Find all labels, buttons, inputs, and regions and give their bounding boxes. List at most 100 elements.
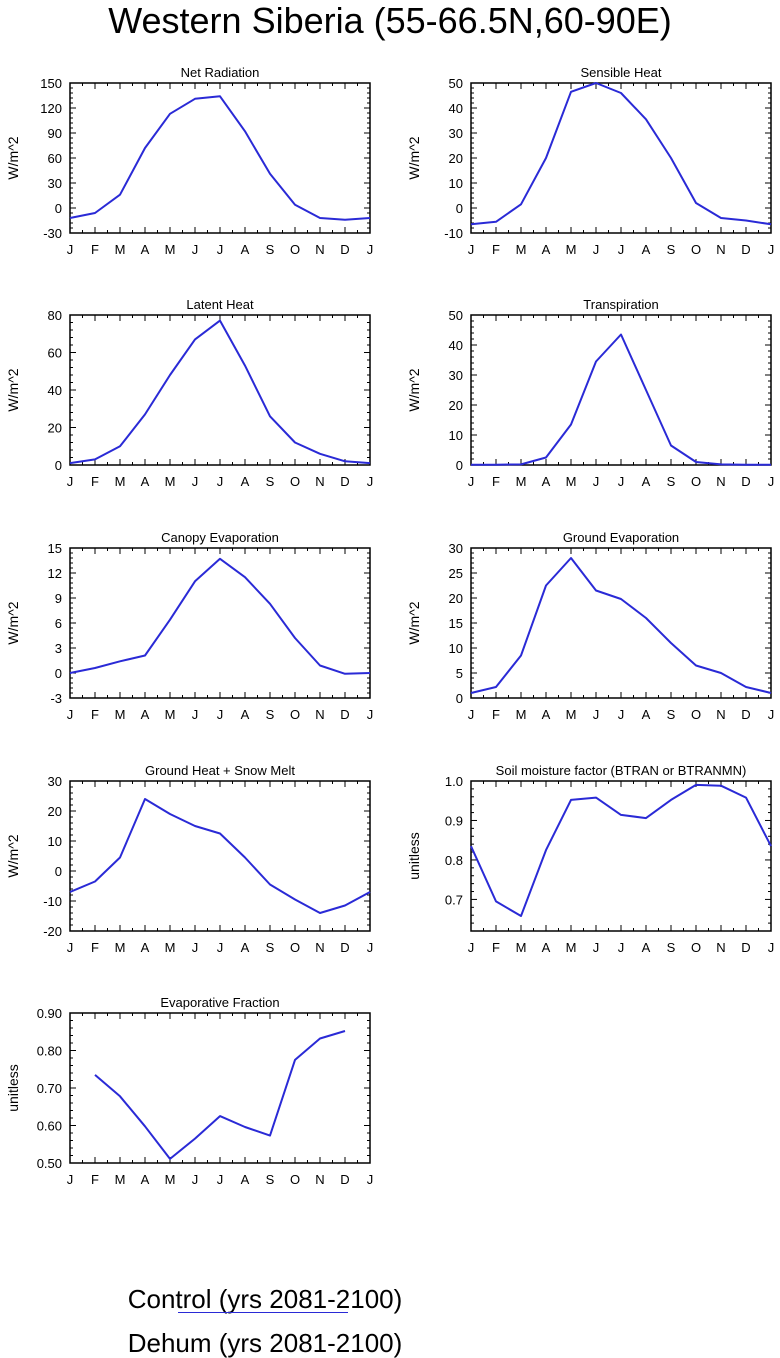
x-tick-label: J [618,474,625,489]
x-tick-label: A [241,1172,250,1187]
x-tick-label: N [315,940,324,955]
x-tick-label: J [367,1172,374,1187]
y-axis-label: unitless [5,1064,21,1111]
y-tick-label: 40 [48,383,62,398]
chart-title: Latent Heat [186,297,254,312]
y-axis-label: W/m^2 [5,834,21,877]
y-tick-label: 20 [48,804,62,819]
x-tick-label: O [290,707,300,722]
y-tick-label: -30 [43,226,62,241]
y-tick-label: 3 [55,641,62,656]
x-tick-label: D [340,242,349,257]
x-tick-label: M [115,242,126,257]
x-tick-label: J [768,474,775,489]
y-tick-label: 10 [449,428,463,443]
x-tick-label: J [67,940,74,955]
y-tick-label: 0.8 [445,853,463,868]
x-tick-label: A [542,242,551,257]
y-tick-label: 0 [55,864,62,879]
x-tick-label: J [67,1172,74,1187]
y-tick-label: 30 [48,774,62,789]
x-tick-label: O [290,1172,300,1187]
y-tick-label: 0.7 [445,892,463,907]
y-tick-label: 80 [48,308,62,323]
y-tick-label: 0 [55,201,62,216]
chart-title: Ground Heat + Snow Melt [145,763,295,778]
x-tick-label: J [192,242,199,257]
y-tick-label: 0.70 [37,1081,62,1096]
y-tick-label: 0.9 [445,813,463,828]
x-tick-label: J [468,940,475,955]
chart-title: Net Radiation [181,65,260,80]
x-tick-label: A [642,242,651,257]
x-tick-label: F [91,1172,99,1187]
y-axis-label: W/m^2 [406,368,422,411]
x-tick-label: M [165,242,176,257]
x-tick-label: S [667,707,676,722]
legend-control-label: Control (yrs 2081-2100) [100,1284,430,1314]
y-tick-label: 12 [48,566,62,581]
y-axis-label: W/m^2 [5,601,21,644]
x-tick-label: D [741,242,750,257]
y-tick-label: -20 [43,924,62,939]
x-tick-label: A [642,707,651,722]
x-tick-label: J [192,707,199,722]
x-tick-label: N [716,940,725,955]
x-tick-label: S [266,242,275,257]
x-tick-label: F [492,940,500,955]
chart-title: Canopy Evaporation [161,530,279,545]
y-tick-label: 0 [456,691,463,706]
x-tick-label: A [642,940,651,955]
x-tick-label: J [217,474,224,489]
y-tick-label: 0.90 [37,1006,62,1021]
y-tick-label: 25 [449,566,463,581]
y-tick-label: 0 [55,666,62,681]
x-tick-label: D [741,474,750,489]
x-tick-label: N [716,242,725,257]
x-tick-label: F [492,707,500,722]
x-tick-label: J [67,707,74,722]
y-tick-label: 5 [456,666,463,681]
x-tick-label: N [716,707,725,722]
x-tick-label: M [115,1172,126,1187]
x-tick-label: D [741,940,750,955]
x-tick-label: A [642,474,651,489]
series-line-control [95,1031,345,1159]
y-axis-label: W/m^2 [406,601,422,644]
x-tick-label: J [593,242,600,257]
legend-control-line [178,1312,348,1313]
y-axis-label: W/m^2 [5,136,21,179]
y-tick-label: 30 [449,368,463,383]
y-tick-label: -10 [43,894,62,909]
x-tick-label: M [566,707,577,722]
x-tick-label: F [492,474,500,489]
x-tick-label: J [768,707,775,722]
y-tick-label: 150 [40,76,62,91]
y-tick-label: 10 [48,834,62,849]
x-tick-label: J [768,940,775,955]
y-axis-label: unitless [406,832,422,879]
x-tick-label: O [290,242,300,257]
y-tick-label: 120 [40,101,62,116]
y-tick-label: -3 [50,691,62,706]
y-tick-label: 20 [449,591,463,606]
x-tick-label: N [315,474,324,489]
chart-title: Soil moisture factor (BTRAN or BTRANMN) [496,763,747,778]
plot-frame [70,548,370,698]
y-tick-label: 50 [449,76,463,91]
x-tick-label: J [192,940,199,955]
series-line-control [471,558,771,693]
y-tick-label: 10 [449,641,463,656]
plot-frame [70,83,370,233]
x-tick-label: F [91,242,99,257]
x-tick-label: J [367,707,374,722]
x-tick-label: S [266,474,275,489]
x-tick-label: J [367,940,374,955]
y-tick-label: 20 [449,398,463,413]
